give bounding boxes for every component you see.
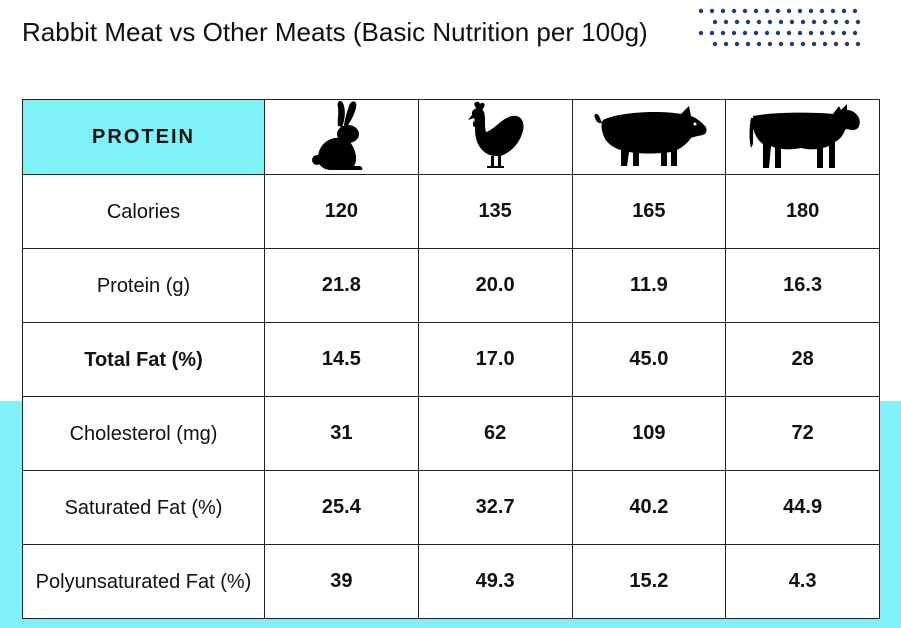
row-label: Calories [22,174,265,249]
value-cell: 39 [264,544,419,619]
value-cell: 49.3 [417,544,573,619]
table-row: Protein (g) 21.8 20.0 11.9 16.3 [22,248,880,323]
value-cell: 45.0 [571,322,727,397]
protein-header-cell: PROTEIN [22,99,265,175]
chicken-icon [468,101,524,168]
value-cell: 21.8 [264,248,419,323]
value-cell: 16.3 [725,248,880,323]
nutrition-table: PROTEIN [22,99,880,619]
value-cell: 180 [725,174,880,249]
rabbit-column-header [264,99,419,175]
value-cell: 32.7 [417,470,573,545]
row-label: Polyunsaturated Fat (%) [22,544,265,619]
table-row: Saturated Fat (%) 25.4 32.7 40.2 44.9 [22,470,880,545]
rabbit-icon [312,100,363,170]
page-title: Rabbit Meat vs Other Meats (Basic Nutrit… [22,17,648,47]
row-label: Saturated Fat (%) [22,470,265,545]
chicken-column-header [417,99,573,175]
value-cell: 165 [571,174,727,249]
table-row: Polyunsaturated Fat (%) 39 49.3 15.2 4.3 [22,544,880,619]
value-cell: 109 [571,396,727,471]
table-row: Cholesterol (mg) 31 62 109 72 [22,396,880,471]
value-cell: 40.2 [571,470,727,545]
value-cell: 72 [725,396,880,471]
dot-grid-decoration [698,8,861,47]
cow-column-header [725,99,880,175]
value-cell: 28 [725,322,880,397]
value-cell: 44.9 [725,470,880,545]
row-label: Total Fat (%) [22,322,265,397]
row-label: Protein (g) [22,248,265,323]
value-cell: 17.0 [417,322,573,397]
value-cell: 4.3 [725,544,880,619]
value-cell: 31 [264,396,419,471]
value-cell: 120 [264,174,419,249]
value-cell: 25.4 [264,470,419,545]
value-cell: 15.2 [571,544,727,619]
value-cell: 62 [417,396,573,471]
cow-icon [749,104,860,168]
value-cell: 14.5 [264,322,419,397]
pig-icon [594,106,707,166]
value-cell: 11.9 [571,248,727,323]
value-cell: 135 [417,174,573,249]
pig-column-header [571,99,727,175]
row-label: Cholesterol (mg) [22,396,265,471]
value-cell: 20.0 [417,248,573,323]
table-row: Total Fat (%) 14.5 17.0 45.0 28 [22,322,880,397]
table-row: Calories 120 135 165 180 [22,174,880,249]
table-header-row: PROTEIN [22,99,880,175]
